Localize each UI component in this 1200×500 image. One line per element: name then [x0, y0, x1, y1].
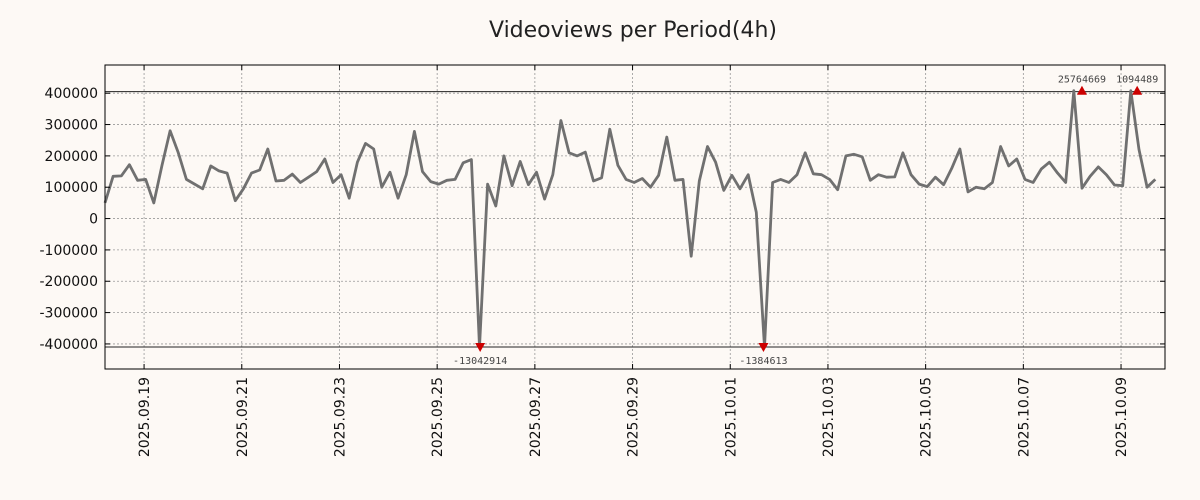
y-tick-label: -200000	[40, 274, 99, 290]
x-tick-label: 2025.09.19	[137, 377, 153, 457]
chart-title: Videoviews per Period(4h)	[489, 18, 777, 43]
plot-frame	[104, 64, 1166, 370]
x-tick-label: 2025.10.05	[919, 377, 935, 457]
up-marker	[1132, 85, 1143, 95]
y-axis: 400000 300000 200000 100000 0 -100000 -200000 -…	[40, 86, 1165, 353]
down-marker	[475, 343, 486, 353]
x-tick-label: 2025.09.21	[235, 377, 251, 457]
grid	[105, 65, 1165, 369]
annotation-label: 1094489	[1116, 75, 1158, 86]
y-tick-label: -400000	[40, 337, 99, 353]
up-marker	[1076, 85, 1087, 95]
x-tick-label: 2025.09.25	[430, 377, 446, 457]
series-layer	[103, 89, 1157, 349]
annotation-markers: -13042914 -1384613 25764669 1094489	[453, 75, 1158, 367]
y-tick-label: -300000	[40, 306, 99, 322]
annotation-label: -1384613	[739, 356, 787, 367]
y-tick-label: -100000	[40, 243, 99, 259]
clip-lines	[105, 91, 1165, 348]
x-tick-label: 2025.10.07	[1016, 377, 1032, 457]
series-line	[103, 89, 1157, 349]
y-tick-label: 100000	[45, 180, 98, 196]
y-tick-label: 400000	[45, 86, 98, 102]
annotation-label: -13042914	[453, 356, 507, 367]
y-tick-label: 300000	[45, 118, 98, 134]
y-tick-label: 0	[89, 212, 98, 228]
down-marker	[758, 343, 769, 353]
x-tick-label: 2025.10.09	[1114, 377, 1130, 457]
x-tick-label: 2025.09.27	[528, 377, 544, 457]
x-tick-label: 2025.09.29	[626, 377, 642, 457]
y-tick-label: 200000	[45, 149, 98, 165]
annotation-label: 25764669	[1058, 75, 1106, 86]
x-tick-label: 2025.10.03	[821, 377, 837, 457]
x-tick-label: 2025.09.23	[332, 377, 348, 457]
x-tick-label: 2025.10.01	[723, 377, 739, 457]
x-axis: 2025.09.19 2025.09.21 2025.09.23 2025.09.25…	[137, 65, 1130, 457]
